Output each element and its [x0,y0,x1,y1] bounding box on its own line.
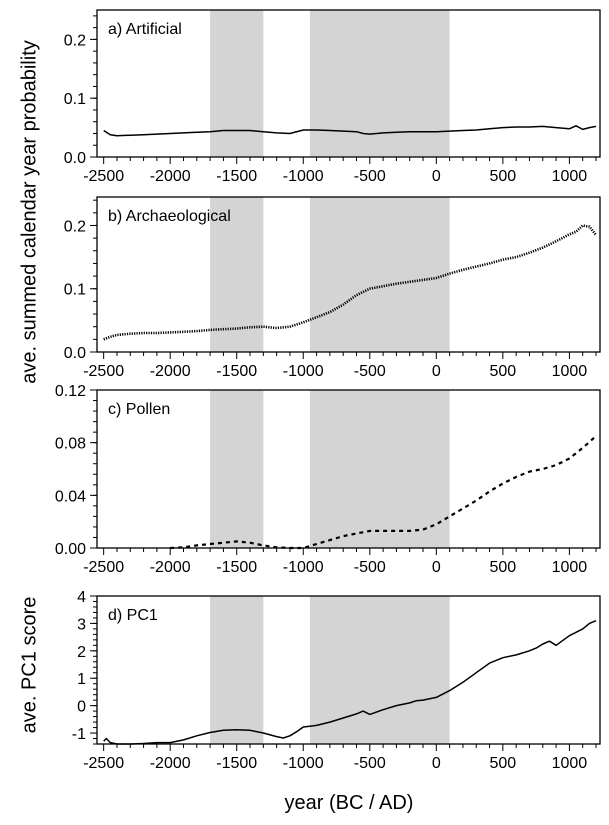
y-tick-label: 3 [77,616,86,633]
x-tick-label: 1000 [552,168,588,185]
y-tick-label: 0.1 [64,282,86,299]
x-tick-label: -1500 [216,559,257,576]
panel-title: a) Artificial [108,21,182,38]
x-tick-label: -1000 [283,755,324,772]
x-tick-label: 0 [432,168,441,185]
x-tick-label: -500 [354,559,386,576]
y-tick-label: 0.04 [55,488,86,505]
panel-b: -2500 -2000 -1500 -1000 -500 0 500 1000 0.0 0.1 0.… [64,196,601,380]
y-tick-label: 0.00 [55,541,86,558]
x-tick-label: -2500 [83,168,124,185]
x-tick-label: 1000 [552,559,588,576]
shaded-period-2 [309,197,450,352]
plot-frame [96,389,601,549]
series-line-b [103,224,598,341]
panel-d: -2500 -2000 -1500 -1000 -500 0 500 1000 -1 0 1 2 3 4 d… [72,589,601,772]
x-tick-label: -1500 [216,755,257,772]
x-tick-label: -1500 [216,363,257,380]
shaded-period-2 [309,10,450,157]
series-line-d [103,620,597,745]
x-tick-label: -1000 [283,363,324,380]
plot-frame [96,595,601,745]
y-tick-label: 2 [77,644,86,661]
y-tick-label: 0.0 [64,345,86,362]
shaded-period-2 [309,596,450,744]
x-tick-label: -1000 [283,168,324,185]
shaded-period-1 [210,10,264,157]
shaded-period-1 [210,390,264,548]
y-tick-label: 0.2 [64,218,86,235]
x-tick-label: 500 [490,168,517,185]
x-tick-label: -2500 [83,755,124,772]
x-tick-label: 0 [432,755,441,772]
y-tick-label: 0.0 [64,150,86,167]
series-line-a [103,125,597,137]
x-tick-label: -500 [354,755,386,772]
x-tick-label: -2500 [83,363,124,380]
x-tick-label: 1000 [552,755,588,772]
panel-title: b) Archaeological [108,208,231,225]
y-tick-label: 4 [77,589,86,606]
x-tick-label: -2000 [150,363,191,380]
shaded-period-1 [210,596,264,744]
panel-c: -2500 -2000 -1500 -1000 -500 0 500 1000 0.00 0.04… [55,383,601,576]
x-tick-label: -1000 [283,559,324,576]
x-tick-label: -2000 [150,755,191,772]
panel-title: c) Pollen [108,401,170,418]
panel-title: d) PC1 [108,607,158,624]
y-tick-label: -1 [72,726,86,743]
plot-frame [96,196,601,353]
x-tick-label: 500 [490,363,517,380]
x-tick-label: -2000 [150,168,191,185]
x-axis-label: year (BC / AD) [284,792,414,814]
plot-frame [96,9,601,158]
y-tick-label: 0.12 [55,383,86,400]
x-tick-label: 1000 [552,363,588,380]
x-tick-label: -500 [354,363,386,380]
x-tick-label: -2500 [83,559,124,576]
y-tick-label: 0.1 [64,91,86,108]
x-tick-label: 0 [432,363,441,380]
y-tick-label: 0.2 [64,32,86,49]
x-tick-label: 0 [432,559,441,576]
x-tick-label: -500 [354,168,386,185]
x-tick-label: 500 [490,755,517,772]
y-tick-label: 1 [77,671,86,688]
x-tick-label: -2000 [150,559,191,576]
x-tick-label: -1500 [216,168,257,185]
y-tick-label: 0.08 [55,436,86,453]
x-tick-label: 500 [490,559,517,576]
panel-a: -2500 -2000 -1500 -1000 -500 0 500 1000 0.0 0.1 0.… [64,9,601,185]
shaded-period-2 [309,390,450,548]
y-tick-label: 0 [77,699,86,716]
y-axis-label-probability: ave. summed calendar year probability [18,40,41,384]
y-axis-label-pc1: ave. PC1 score [18,596,41,734]
